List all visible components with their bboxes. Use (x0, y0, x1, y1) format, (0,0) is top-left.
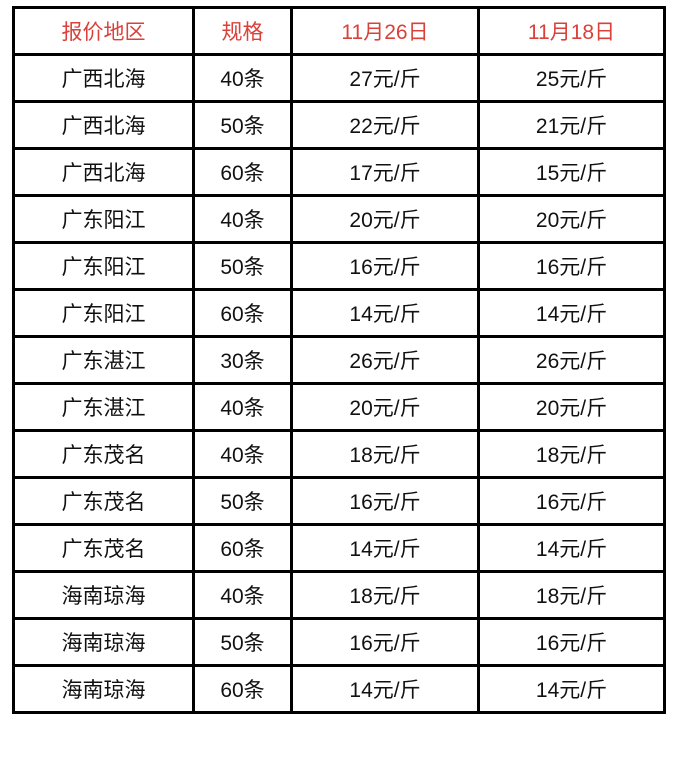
spec-cell: 40条 (192, 53, 293, 103)
price-nov26-cell: 18元/斤 (290, 429, 480, 479)
table-row: 海南琼海 40条 18元/斤 18元/斤 (12, 570, 666, 620)
region-cell: 海南琼海 (12, 617, 195, 667)
spec-cell: 60条 (192, 523, 293, 573)
region-cell: 广东茂名 (12, 476, 195, 526)
region-cell: 广东阳江 (12, 288, 195, 338)
table-row: 广西北海 40条 27元/斤 25元/斤 (12, 53, 666, 103)
price-nov18-cell: 14元/斤 (477, 288, 666, 338)
header-region: 报价地区 (12, 6, 195, 56)
price-nov18-cell: 25元/斤 (477, 53, 666, 103)
region-cell: 广东茂名 (12, 523, 195, 573)
spec-cell: 30条 (192, 335, 293, 385)
table-row: 广西北海 60条 17元/斤 15元/斤 (12, 147, 666, 197)
price-nov18-cell: 18元/斤 (477, 429, 666, 479)
spec-cell: 40条 (192, 382, 293, 432)
spec-cell: 50条 (192, 241, 293, 291)
region-cell: 广东湛江 (12, 382, 195, 432)
price-nov18-cell: 16元/斤 (477, 476, 666, 526)
price-nov18-cell: 16元/斤 (477, 617, 666, 667)
region-cell: 广东阳江 (12, 194, 195, 244)
price-nov26-cell: 27元/斤 (290, 53, 480, 103)
price-nov26-cell: 20元/斤 (290, 194, 480, 244)
price-nov26-cell: 16元/斤 (290, 476, 480, 526)
spec-cell: 60条 (192, 288, 293, 338)
price-nov18-cell: 14元/斤 (477, 664, 666, 714)
header-row: 报价地区 规格 11月26日 11月18日 (12, 6, 666, 56)
region-cell: 海南琼海 (12, 570, 195, 620)
price-nov18-cell: 20元/斤 (477, 194, 666, 244)
table-row: 广东阳江 40条 20元/斤 20元/斤 (12, 194, 666, 244)
header-spec: 规格 (192, 6, 293, 56)
price-table: 报价地区 规格 11月26日 11月18日 广西北海 40条 27元/斤 25元/斤广… (12, 6, 666, 714)
price-nov26-cell: 14元/斤 (290, 523, 480, 573)
table-row: 广东阳江 60条 14元/斤 14元/斤 (12, 288, 666, 338)
table-row: 广东茂名 40条 18元/斤 18元/斤 (12, 429, 666, 479)
region-cell: 海南琼海 (12, 664, 195, 714)
price-nov18-cell: 20元/斤 (477, 382, 666, 432)
price-nov18-cell: 18元/斤 (477, 570, 666, 620)
table-row: 广东湛江 40条 20元/斤 20元/斤 (12, 382, 666, 432)
table-row: 广西北海 50条 22元/斤 21元/斤 (12, 100, 666, 150)
price-nov18-cell: 16元/斤 (477, 241, 666, 291)
spec-cell: 50条 (192, 476, 293, 526)
price-nov26-cell: 26元/斤 (290, 335, 480, 385)
table-row: 广东茂名 50条 16元/斤 16元/斤 (12, 476, 666, 526)
price-nov26-cell: 20元/斤 (290, 382, 480, 432)
spec-cell: 40条 (192, 429, 293, 479)
price-nov26-cell: 17元/斤 (290, 147, 480, 197)
price-nov18-cell: 15元/斤 (477, 147, 666, 197)
spec-cell: 40条 (192, 570, 293, 620)
price-nov26-cell: 22元/斤 (290, 100, 480, 150)
region-cell: 广西北海 (12, 147, 195, 197)
header-date-1: 11月26日 (290, 6, 480, 56)
region-cell: 广西北海 (12, 100, 195, 150)
price-nov18-cell: 14元/斤 (477, 523, 666, 573)
spec-cell: 60条 (192, 664, 293, 714)
region-cell: 广西北海 (12, 53, 195, 103)
price-nov26-cell: 14元/斤 (290, 664, 480, 714)
region-cell: 广东湛江 (12, 335, 195, 385)
table-row: 海南琼海 60条 14元/斤 14元/斤 (12, 664, 666, 714)
header-date-2: 11月18日 (477, 6, 666, 56)
price-nov26-cell: 14元/斤 (290, 288, 480, 338)
spec-cell: 40条 (192, 194, 293, 244)
spec-cell: 60条 (192, 147, 293, 197)
table-row: 海南琼海 50条 16元/斤 16元/斤 (12, 617, 666, 667)
price-nov18-cell: 26元/斤 (477, 335, 666, 385)
price-nov26-cell: 16元/斤 (290, 617, 480, 667)
region-cell: 广东阳江 (12, 241, 195, 291)
spec-cell: 50条 (192, 100, 293, 150)
price-nov26-cell: 18元/斤 (290, 570, 480, 620)
price-nov18-cell: 21元/斤 (477, 100, 666, 150)
price-nov26-cell: 16元/斤 (290, 241, 480, 291)
table-row: 广东阳江 50条 16元/斤 16元/斤 (12, 241, 666, 291)
spec-cell: 50条 (192, 617, 293, 667)
region-cell: 广东茂名 (12, 429, 195, 479)
table-row: 广东湛江 30条 26元/斤 26元/斤 (12, 335, 666, 385)
table-row: 广东茂名 60条 14元/斤 14元/斤 (12, 523, 666, 573)
